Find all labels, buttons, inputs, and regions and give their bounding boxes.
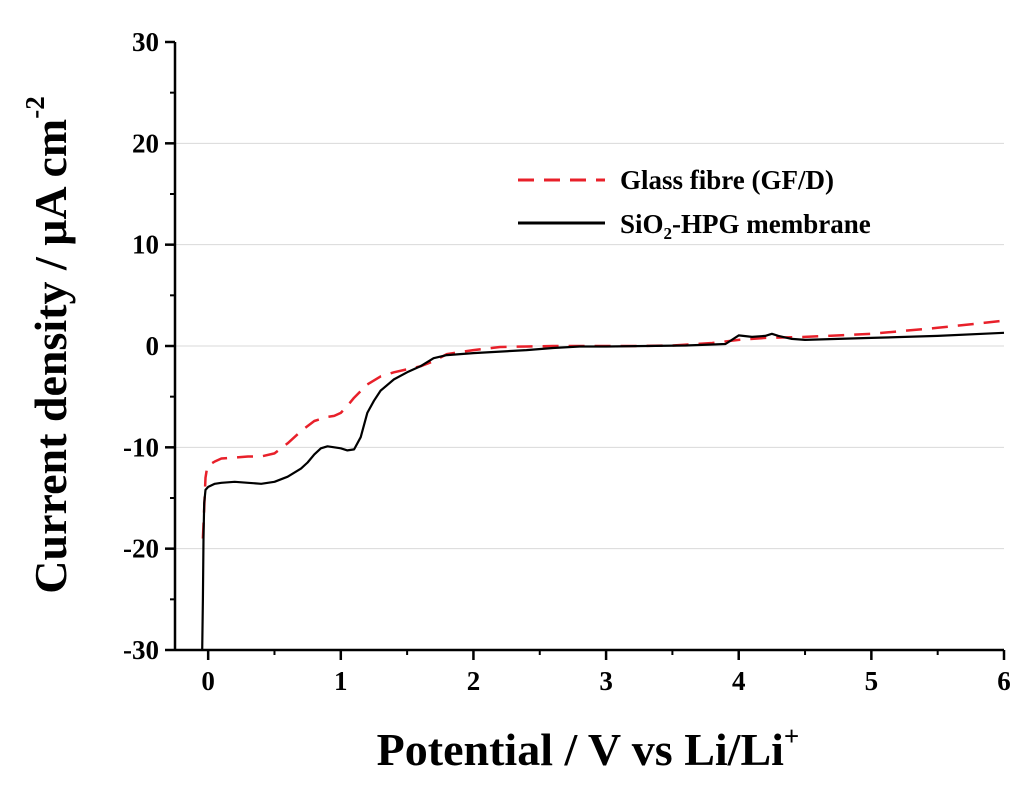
x-axis-title: Potential / V vs Li/Li+: [377, 721, 800, 775]
tick-labels: -30 -20 -10 0 10 20 30 0 1 2 3 4 5 6: [123, 27, 1011, 696]
x-tick-label-0: 0: [201, 666, 215, 696]
y-tick-label-10: 10: [132, 230, 159, 260]
x-tick-label-3: 3: [599, 666, 613, 696]
series-lines: [201, 319, 1005, 651]
y-tick-label-30: 30: [132, 27, 159, 57]
series-line-glass-fibre: [201, 319, 1005, 539]
x-tick-label-6: 6: [997, 666, 1011, 696]
legend: Glass fibre (GF/D) SiO2-HPG membrane: [518, 165, 871, 243]
y-tick-label-20: 20: [132, 128, 159, 158]
y-axis-title: Current density / μA cm-2: [20, 96, 76, 593]
tick-marks: [165, 40, 1006, 660]
x-tick-label-4: 4: [732, 666, 746, 696]
y-tick-label--30: -30: [123, 635, 159, 665]
series-line-sio2-hpg-membrane: [201, 331, 1005, 651]
y-tick-label--20: -20: [123, 534, 159, 564]
x-tick-label-2: 2: [467, 666, 481, 696]
legend-label-glass-fibre: Glass fibre (GF/D): [620, 165, 834, 195]
legend-label-sio2-hpg: SiO2-HPG membrane: [620, 209, 871, 243]
x-tick-label-5: 5: [865, 666, 879, 696]
x-tick-label-1: 1: [334, 666, 348, 696]
y-tick-label-0: 0: [146, 331, 160, 361]
y-tick-label--10: -10: [123, 432, 159, 462]
